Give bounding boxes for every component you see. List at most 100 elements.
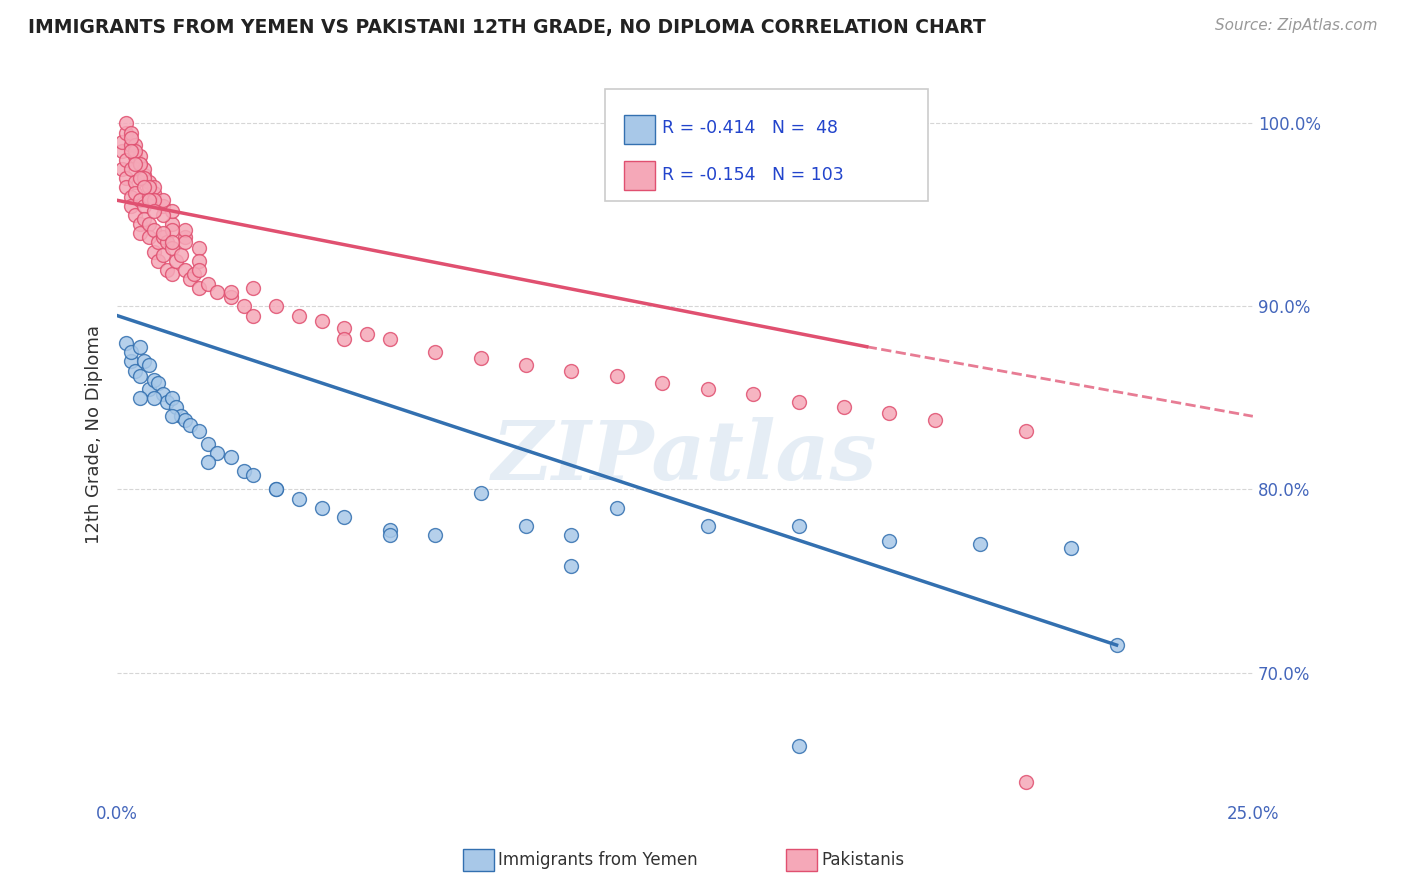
Point: [142, 204, 165, 219]
Point: [129, 391, 152, 405]
Point: [129, 217, 152, 231]
Text: R = -0.414   N =  48: R = -0.414 N = 48: [662, 119, 838, 136]
Point: [160, 241, 183, 255]
Point: [152, 226, 174, 240]
Point: [124, 186, 146, 200]
Point: [156, 394, 179, 409]
Point: [124, 208, 146, 222]
Point: [142, 186, 165, 200]
Point: [142, 180, 165, 194]
Point: [742, 387, 765, 401]
Point: [160, 217, 183, 231]
Point: [120, 345, 142, 359]
Point: [156, 263, 179, 277]
Point: [515, 358, 537, 372]
Point: [1015, 424, 1038, 438]
Point: [142, 194, 165, 208]
Point: [115, 126, 138, 140]
Point: [560, 363, 582, 377]
Point: [606, 500, 628, 515]
Point: [111, 144, 134, 158]
Point: [124, 363, 146, 377]
Point: [165, 253, 187, 268]
Point: [219, 285, 242, 299]
Point: [129, 194, 152, 208]
Point: [152, 208, 174, 222]
Point: [134, 199, 156, 213]
Point: [120, 189, 142, 203]
Point: [188, 253, 211, 268]
Point: [124, 138, 146, 153]
Point: [233, 464, 256, 478]
Point: [1060, 541, 1083, 555]
Point: [124, 157, 146, 171]
Point: [120, 162, 142, 177]
Point: [111, 135, 134, 149]
Point: [115, 153, 138, 167]
Point: [146, 376, 169, 391]
Point: [138, 175, 160, 189]
Point: [129, 369, 152, 384]
Point: [242, 467, 264, 482]
Point: [969, 537, 991, 551]
Point: [205, 285, 228, 299]
Point: [170, 248, 193, 262]
Point: [179, 418, 201, 433]
Point: [120, 138, 142, 153]
Text: Source: ZipAtlas.com: Source: ZipAtlas.com: [1215, 18, 1378, 33]
Point: [242, 309, 264, 323]
Point: [174, 263, 197, 277]
Point: [288, 491, 311, 506]
Point: [183, 267, 205, 281]
Point: [165, 400, 187, 414]
Point: [787, 394, 810, 409]
Point: [470, 351, 492, 365]
Point: [160, 235, 183, 250]
Point: [378, 523, 401, 537]
Point: [129, 226, 152, 240]
Point: [197, 277, 219, 292]
Point: [197, 436, 219, 450]
Point: [120, 131, 142, 145]
Point: [129, 157, 152, 171]
Point: [333, 510, 356, 524]
Point: [264, 300, 287, 314]
Point: [134, 180, 156, 194]
Point: [160, 409, 183, 424]
Point: [138, 194, 160, 208]
Point: [160, 391, 183, 405]
Point: [111, 162, 134, 177]
Point: [160, 267, 183, 281]
Point: [879, 406, 901, 420]
Point: [115, 171, 138, 186]
Point: [134, 168, 156, 182]
Y-axis label: 12th Grade, No Diploma: 12th Grade, No Diploma: [86, 325, 103, 544]
Point: [205, 446, 228, 460]
Point: [146, 235, 169, 250]
Point: [288, 309, 311, 323]
Point: [142, 391, 165, 405]
Point: [242, 281, 264, 295]
Point: [174, 222, 197, 236]
Point: [219, 290, 242, 304]
Point: [924, 413, 946, 427]
Point: [152, 194, 174, 208]
Point: [160, 204, 183, 219]
Point: [832, 400, 855, 414]
Point: [142, 244, 165, 259]
Point: [311, 500, 333, 515]
Point: [1015, 775, 1038, 789]
Point: [1105, 638, 1128, 652]
Point: [188, 263, 211, 277]
Point: [188, 241, 211, 255]
Point: [879, 533, 901, 548]
Point: [560, 559, 582, 574]
Point: [356, 326, 378, 341]
Text: Pakistanis: Pakistanis: [821, 851, 904, 869]
Point: [233, 300, 256, 314]
Point: [124, 149, 146, 163]
Point: [219, 450, 242, 464]
Point: [696, 382, 718, 396]
Text: IMMIGRANTS FROM YEMEN VS PAKISTANI 12TH GRADE, NO DIPLOMA CORRELATION CHART: IMMIGRANTS FROM YEMEN VS PAKISTANI 12TH …: [28, 18, 986, 37]
Point: [129, 149, 152, 163]
